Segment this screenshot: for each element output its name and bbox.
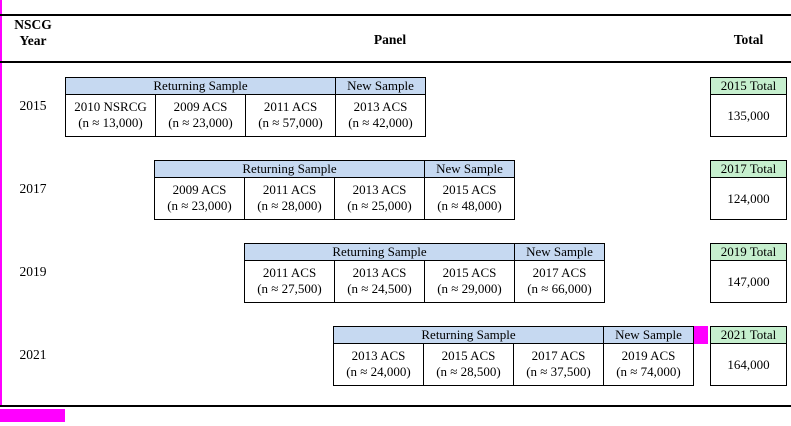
panel-table-header-row: Returning Sample New Sample bbox=[334, 327, 693, 344]
total-box-header: 2019 Total bbox=[711, 244, 786, 261]
panel-cell-n: (n ≈ 28,500) bbox=[436, 364, 501, 379]
panel-table-body-row: 2011 ACS (n ≈ 27,500) 2013 ACS (n ≈ 24,5… bbox=[245, 261, 604, 302]
panel-cell-n: (n ≈ 48,000) bbox=[437, 198, 502, 213]
total-box-2019: 2019 Total 147,000 bbox=[710, 243, 787, 303]
year-label-2017: 2017 bbox=[19, 181, 47, 196]
total-box-header: 2017 Total bbox=[711, 161, 786, 178]
panel-cell: 2019 ACS (n ≈ 74,000) bbox=[603, 344, 693, 385]
header-bottom-rule bbox=[0, 61, 791, 63]
panel-cell-source: 2017 ACS bbox=[532, 265, 587, 280]
total-box-value: 164,000 bbox=[727, 357, 770, 372]
year-label-2021: 2021 bbox=[19, 347, 47, 362]
panel-cell-source: 2013 ACS bbox=[353, 99, 408, 114]
panel-cell: 2017 ACS (n ≈ 66,000) bbox=[514, 261, 604, 302]
panel-table-header-row: Returning Sample New Sample bbox=[245, 244, 604, 261]
panel-table-2017: Returning Sample New Sample 2009 ACS (n … bbox=[154, 160, 515, 220]
magenta-highlight-mark bbox=[694, 326, 708, 344]
panel-column-header: Panel bbox=[373, 32, 407, 47]
panel-cell-source: 2013 ACS bbox=[352, 265, 407, 280]
nscg-year-column-header: NSCG Year bbox=[0, 17, 66, 49]
panel-cell: 2010 NSRCG (n ≈ 13,000) bbox=[66, 95, 155, 136]
panel-cell-source: 2015 ACS bbox=[442, 182, 497, 197]
panel-cell-n: (n ≈ 24,500) bbox=[347, 281, 412, 296]
panel-cell-source: 2009 ACS bbox=[172, 182, 227, 197]
panel-cell-source: 2011 ACS bbox=[263, 99, 318, 114]
panel-cell: 2011 ACS (n ≈ 57,000) bbox=[245, 95, 335, 136]
left-edge-accent-line bbox=[0, 0, 2, 405]
panel-cell: 2009 ACS (n ≈ 23,000) bbox=[155, 95, 245, 136]
panel-table-body-row: 2010 NSRCG (n ≈ 13,000) 2009 ACS (n ≈ 23… bbox=[66, 95, 425, 136]
year-label-2019: 2019 bbox=[19, 264, 47, 279]
panel-cell-n: (n ≈ 28,000) bbox=[257, 198, 322, 213]
new-sample-header: New Sample bbox=[515, 244, 604, 260]
panel-cell: 2015 ACS (n ≈ 48,000) bbox=[424, 178, 514, 219]
new-sample-header: New Sample bbox=[604, 327, 693, 343]
panel-cell: 2017 ACS (n ≈ 37,500) bbox=[513, 344, 603, 385]
returning-sample-header: Returning Sample bbox=[66, 78, 336, 94]
panel-table-2021: Returning Sample New Sample 2013 ACS (n … bbox=[333, 326, 694, 386]
panel-cell-n: (n ≈ 37,500) bbox=[526, 364, 591, 379]
panel-cell-n: (n ≈ 42,000) bbox=[348, 115, 413, 130]
year-label-2015: 2015 bbox=[19, 98, 47, 113]
panel-table-header-row: Returning Sample New Sample bbox=[155, 161, 514, 178]
returning-sample-header: Returning Sample bbox=[155, 161, 425, 177]
panel-cell-n: (n ≈ 23,000) bbox=[168, 115, 233, 130]
total-box-2017: 2017 Total 124,000 bbox=[710, 160, 787, 220]
panel-cell-source: 2013 ACS bbox=[352, 182, 407, 197]
nscg-year-header-line2: Year bbox=[19, 33, 47, 48]
panel-table-2015: Returning Sample New Sample 2010 NSRCG (… bbox=[65, 77, 426, 137]
panel-cell-n: (n ≈ 23,000) bbox=[167, 198, 232, 213]
panel-cell-source: 2019 ACS bbox=[621, 348, 676, 363]
panel-cell: 2013 ACS (n ≈ 25,000) bbox=[334, 178, 424, 219]
returning-sample-header: Returning Sample bbox=[334, 327, 604, 343]
panel-cell-source: 2015 ACS bbox=[441, 348, 496, 363]
new-sample-header: New Sample bbox=[336, 78, 425, 94]
total-box-2021: 2021 Total 164,000 bbox=[710, 326, 787, 386]
panel-cell-n: (n ≈ 13,000) bbox=[78, 115, 143, 130]
panel-cell-n: (n ≈ 57,000) bbox=[258, 115, 323, 130]
panel-cell-source: 2013 ACS bbox=[351, 348, 406, 363]
panel-cell-source: 2015 ACS bbox=[442, 265, 497, 280]
bottom-left-magenta-bar bbox=[0, 409, 65, 422]
bottom-rule bbox=[0, 405, 791, 407]
panel-cell-source: 2011 ACS bbox=[262, 182, 317, 197]
panel-cell-source: 2017 ACS bbox=[531, 348, 586, 363]
panel-cell-n: (n ≈ 25,000) bbox=[347, 198, 412, 213]
total-box-header: 2021 Total bbox=[711, 327, 786, 344]
total-box-value: 124,000 bbox=[727, 191, 770, 206]
panel-cell-source: 2010 NSRCG bbox=[74, 99, 147, 114]
total-box-header: 2015 Total bbox=[711, 78, 786, 95]
panel-cell: 2013 ACS (n ≈ 24,000) bbox=[334, 344, 423, 385]
panel-cell-source: 2009 ACS bbox=[173, 99, 228, 114]
panel-cell-n: (n ≈ 66,000) bbox=[527, 281, 592, 296]
panel-cell-n: (n ≈ 74,000) bbox=[616, 364, 681, 379]
panel-cell-source: 2011 ACS bbox=[262, 265, 317, 280]
total-box-value: 135,000 bbox=[727, 108, 770, 123]
total-box-2015: 2015 Total 135,000 bbox=[710, 77, 787, 137]
panel-cell: 2013 ACS (n ≈ 24,500) bbox=[334, 261, 424, 302]
panel-cell-n: (n ≈ 27,500) bbox=[257, 281, 322, 296]
panel-table-2019: Returning Sample New Sample 2011 ACS (n … bbox=[244, 243, 605, 303]
panel-cell: 2013 ACS (n ≈ 42,000) bbox=[335, 95, 425, 136]
panel-table-header-row: Returning Sample New Sample bbox=[66, 78, 425, 95]
panel-cell-n: (n ≈ 29,000) bbox=[437, 281, 502, 296]
new-sample-header: New Sample bbox=[425, 161, 514, 177]
returning-sample-header: Returning Sample bbox=[245, 244, 515, 260]
total-box-value: 147,000 bbox=[727, 274, 770, 289]
header-top-rule bbox=[0, 14, 791, 16]
panel-cell-n: (n ≈ 24,000) bbox=[346, 364, 411, 379]
panel-cell: 2009 ACS (n ≈ 23,000) bbox=[155, 178, 244, 219]
panel-cell: 2011 ACS (n ≈ 28,000) bbox=[244, 178, 334, 219]
panel-table-body-row: 2013 ACS (n ≈ 24,000) 2015 ACS (n ≈ 28,5… bbox=[334, 344, 693, 385]
nscg-year-header-line1: NSCG bbox=[14, 17, 52, 32]
panel-cell: 2011 ACS (n ≈ 27,500) bbox=[245, 261, 334, 302]
panel-cell: 2015 ACS (n ≈ 28,500) bbox=[423, 344, 513, 385]
panel-cell: 2015 ACS (n ≈ 29,000) bbox=[424, 261, 514, 302]
total-column-header: Total bbox=[733, 32, 764, 47]
panel-table-body-row: 2009 ACS (n ≈ 23,000) 2011 ACS (n ≈ 28,0… bbox=[155, 178, 514, 219]
